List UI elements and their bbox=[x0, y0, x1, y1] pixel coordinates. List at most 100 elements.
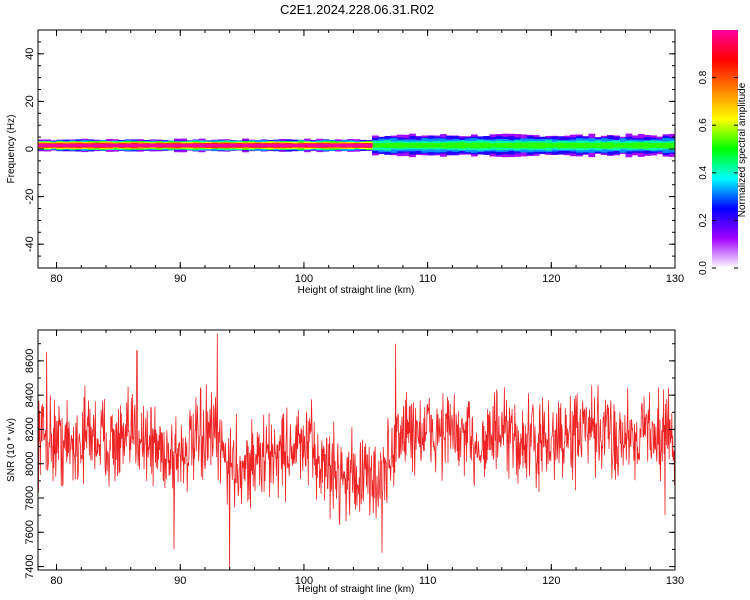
spectrogram-cell bbox=[606, 142, 614, 149]
spectrogram-cell bbox=[328, 144, 336, 147]
spectrogram-cell bbox=[378, 143, 385, 148]
spectrogram-cell bbox=[310, 144, 317, 147]
snr-y-ticks: 7400 7600 7800 8000 8200 8400 8600 bbox=[24, 343, 675, 579]
spectrogram-cell bbox=[650, 143, 658, 148]
spectrogram-cell bbox=[551, 143, 559, 148]
snr-x-tick-label: 110 bbox=[419, 575, 437, 587]
spectrogram-cell bbox=[545, 143, 552, 148]
spectrogram-x-ticks: 80 90 100 110 120 130 bbox=[50, 30, 684, 285]
snr-y-tick-label: 7800 bbox=[24, 486, 36, 510]
spectrogram-cell bbox=[180, 144, 188, 147]
spectrogram-cell bbox=[483, 142, 491, 149]
snr-chart: 80 90 100 110 120 130 7400 7600 7800 8000 8200 840… bbox=[6, 329, 684, 595]
spectrogram-cell bbox=[470, 142, 478, 149]
spectrogram-y-ticks: 40 20 0 -20 -40 bbox=[24, 29, 675, 269]
spectrogram-cell bbox=[514, 142, 521, 149]
spectrogram-cell bbox=[167, 144, 175, 147]
spectrogram-cell bbox=[532, 142, 540, 149]
snr-y-tick-label: 8200 bbox=[24, 417, 36, 441]
spectrogram-cell bbox=[93, 144, 101, 147]
spectrogram-cell bbox=[68, 144, 76, 147]
figure-title: C2E1.2024.228.06.31.R02 bbox=[280, 2, 434, 17]
colorbar-tick-label: 0.6 bbox=[698, 118, 709, 132]
spectrogram-cell bbox=[415, 142, 423, 148]
spectrogram-cell bbox=[582, 142, 590, 148]
spectrogram-cell bbox=[50, 144, 58, 147]
spectrogram-cell bbox=[44, 144, 51, 147]
snr-x-axis-label: Height of straight line (km) bbox=[298, 584, 415, 595]
spectrogram-cell bbox=[644, 142, 651, 149]
spectrogram-cell bbox=[359, 144, 367, 147]
spectrogram-x-tick-label: 80 bbox=[50, 273, 62, 285]
spectrogram-x-tick-label: 130 bbox=[666, 273, 684, 285]
spectrogram-cell bbox=[625, 143, 633, 148]
spectrogram-cell bbox=[446, 142, 453, 149]
snr-plot-area bbox=[38, 330, 675, 570]
colorbar-label: Normalized spectral amplitude bbox=[737, 82, 748, 217]
spectrogram-cell bbox=[149, 143, 157, 147]
spectrogram-cell bbox=[569, 142, 577, 149]
spectrogram-cell bbox=[594, 143, 602, 148]
spectrogram-cell bbox=[489, 143, 497, 148]
snr-y-tick-label: 8400 bbox=[24, 383, 36, 407]
spectrogram-cell bbox=[285, 144, 293, 147]
spectrogram-cell bbox=[619, 143, 627, 148]
spectrogram-cell bbox=[174, 144, 181, 147]
spectrogram-cell bbox=[279, 143, 286, 147]
spectrogram-cell bbox=[613, 143, 620, 148]
snr-x-tick-label: 130 bbox=[666, 575, 684, 587]
spectrogram-y-tick-label: 20 bbox=[24, 95, 36, 107]
colorbar-tick-label: 0.4 bbox=[698, 165, 709, 179]
spectrogram-cell bbox=[316, 144, 324, 147]
spectrogram-cell bbox=[303, 144, 311, 147]
spectrogram-band bbox=[38, 133, 675, 158]
spectrogram-cell bbox=[75, 144, 82, 147]
spectrogram-cell bbox=[266, 144, 274, 147]
snr-x-tick-label: 100 bbox=[295, 575, 313, 587]
snr-series-line bbox=[38, 333, 675, 569]
spectrogram-y-tick-label: 40 bbox=[24, 48, 36, 60]
snr-y-axis-label: SNR (10 * v/v) bbox=[6, 418, 17, 482]
spectrogram-cell bbox=[656, 142, 664, 148]
spectrogram-x-tick-label: 90 bbox=[174, 273, 186, 285]
spectrogram-cell bbox=[452, 142, 460, 149]
spectrogram-x-tick-label: 100 bbox=[295, 273, 313, 285]
spectrogram-cell bbox=[124, 143, 132, 147]
spectrogram-cell bbox=[291, 144, 299, 147]
spectrogram-x-tick-label: 110 bbox=[419, 273, 437, 285]
snr-x-tick-label: 90 bbox=[174, 575, 186, 587]
spectrogram-y-axis-label: Frequency (Hz) bbox=[6, 115, 17, 184]
snr-y-tick-label: 7600 bbox=[24, 520, 36, 544]
spectrogram-cell bbox=[87, 144, 95, 147]
spectrogram-cell bbox=[273, 143, 280, 147]
spectrogram-cell bbox=[371, 143, 379, 148]
spectrogram-cell bbox=[322, 144, 330, 147]
spectrogram-cell bbox=[631, 142, 639, 149]
spectrogram-cell bbox=[204, 143, 212, 147]
spectrogram-cell bbox=[600, 142, 608, 149]
spectrogram-cell bbox=[81, 144, 89, 147]
spectrogram-cell bbox=[402, 143, 410, 148]
spectrogram-cell bbox=[396, 142, 404, 149]
snr-frame bbox=[37, 329, 676, 571]
snr-y-tick-label: 8000 bbox=[24, 451, 36, 475]
spectrogram-cell bbox=[217, 144, 225, 147]
colorbar-tick-label: 0.0 bbox=[698, 261, 709, 275]
spectrogram-cell bbox=[477, 142, 484, 149]
spectrogram-cell bbox=[421, 143, 429, 148]
spectrogram-cell bbox=[495, 143, 503, 148]
spectrogram-cell bbox=[38, 144, 45, 147]
spectrogram-cell bbox=[341, 144, 348, 147]
spectrogram-y-tick-label: -20 bbox=[24, 189, 36, 205]
spectrogram-cell bbox=[458, 142, 466, 149]
spectrogram-cell bbox=[99, 143, 107, 147]
spectrogram-cell bbox=[668, 142, 675, 149]
colorbar-tick-label: 0.8 bbox=[698, 70, 709, 84]
spectrogram-chart: 80 90 100 110 120 130 40 20 0 -20 -40 Height of s… bbox=[6, 29, 684, 296]
spectrogram-cell bbox=[464, 143, 472, 148]
spectrogram-x-axis-label: Height of straight line (km) bbox=[298, 285, 415, 296]
snr-x-tick-label: 80 bbox=[50, 575, 62, 587]
spectrogram-cell bbox=[433, 143, 441, 148]
spectrogram-cell bbox=[235, 143, 243, 147]
spectrogram-cell bbox=[254, 144, 262, 147]
